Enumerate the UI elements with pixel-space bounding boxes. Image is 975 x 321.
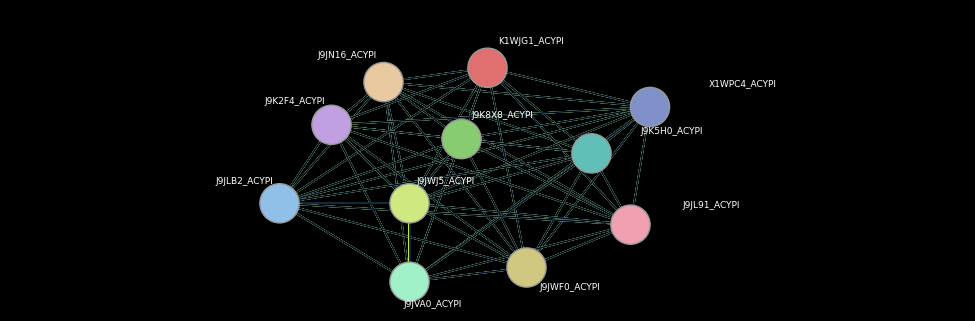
Ellipse shape: [442, 119, 481, 159]
Ellipse shape: [260, 184, 299, 223]
Text: J9K5H0_ACYPI: J9K5H0_ACYPI: [641, 127, 703, 136]
Ellipse shape: [312, 105, 351, 144]
Text: J9JVA0_ACYPI: J9JVA0_ACYPI: [403, 300, 461, 309]
Text: J9K8X8_ACYPI: J9K8X8_ACYPI: [472, 111, 533, 120]
Text: J9JL91_ACYPI: J9JL91_ACYPI: [682, 201, 740, 210]
Ellipse shape: [364, 62, 403, 102]
Text: J9K2F4_ACYPI: J9K2F4_ACYPI: [264, 97, 325, 106]
Text: J9JLB2_ACYPI: J9JLB2_ACYPI: [215, 178, 273, 187]
Ellipse shape: [631, 87, 670, 126]
Text: J9JN16_ACYPI: J9JN16_ACYPI: [318, 51, 377, 60]
Text: J9JWF0_ACYPI: J9JWF0_ACYPI: [539, 282, 601, 291]
Ellipse shape: [390, 184, 429, 223]
Text: X1WPC4_ACYPI: X1WPC4_ACYPI: [709, 79, 776, 88]
Ellipse shape: [390, 262, 429, 301]
Ellipse shape: [468, 48, 507, 87]
Text: K1WJG1_ACYPI: K1WJG1_ACYPI: [498, 37, 564, 46]
Ellipse shape: [611, 205, 650, 244]
Text: J9JWJ5_ACYPI: J9JWJ5_ACYPI: [416, 178, 474, 187]
Ellipse shape: [572, 134, 611, 173]
Ellipse shape: [507, 248, 546, 287]
